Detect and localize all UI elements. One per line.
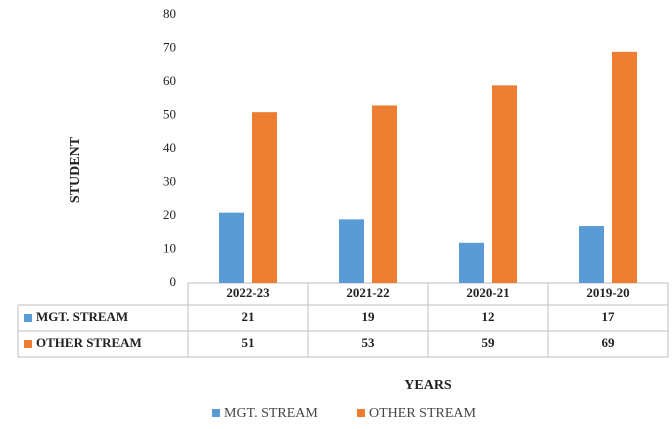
table-value: 51 bbox=[242, 335, 255, 350]
table-row-label: MGT. STREAM bbox=[36, 309, 128, 324]
table-value: 21 bbox=[242, 309, 255, 324]
bar bbox=[219, 212, 244, 283]
bar bbox=[612, 51, 637, 283]
x-tick-label: 2022-23 bbox=[226, 285, 270, 300]
y-tick-label: 40 bbox=[163, 140, 176, 155]
y-tick-label: 60 bbox=[163, 73, 176, 88]
y-tick-label: 10 bbox=[163, 240, 176, 255]
y-tick-label: 80 bbox=[163, 6, 176, 21]
y-tick-label: 50 bbox=[163, 106, 176, 121]
bar bbox=[579, 226, 604, 283]
bar bbox=[459, 242, 484, 283]
x-axis-title: YEARS bbox=[404, 378, 452, 393]
bar bbox=[492, 85, 517, 283]
table-value: 59 bbox=[482, 335, 496, 350]
legend-key bbox=[212, 409, 220, 417]
legend-label: OTHER STREAM bbox=[369, 406, 477, 421]
x-tick-label: 2019-20 bbox=[586, 285, 629, 300]
table-value: 53 bbox=[362, 335, 376, 350]
y-tick-label: 70 bbox=[163, 39, 176, 54]
bar bbox=[339, 219, 364, 283]
table-value: 69 bbox=[602, 335, 616, 350]
legend-key bbox=[357, 409, 365, 417]
bar bbox=[252, 112, 277, 284]
bar bbox=[372, 105, 397, 283]
x-tick-label: 2020-21 bbox=[466, 285, 509, 300]
table-row-label: OTHER STREAM bbox=[36, 335, 142, 350]
table-value: 12 bbox=[482, 309, 495, 324]
y-tick-label: 0 bbox=[170, 274, 177, 289]
table-value: 17 bbox=[602, 309, 616, 324]
y-axis-title: STUDENT bbox=[68, 136, 83, 203]
legend-label: MGT. STREAM bbox=[224, 406, 318, 421]
y-tick-label: 30 bbox=[163, 173, 176, 188]
y-tick-label: 20 bbox=[163, 207, 176, 222]
table-legend-key bbox=[24, 314, 32, 322]
table-value: 19 bbox=[362, 309, 376, 324]
table-legend-key bbox=[24, 340, 32, 348]
x-tick-label: 2021-22 bbox=[346, 285, 389, 300]
